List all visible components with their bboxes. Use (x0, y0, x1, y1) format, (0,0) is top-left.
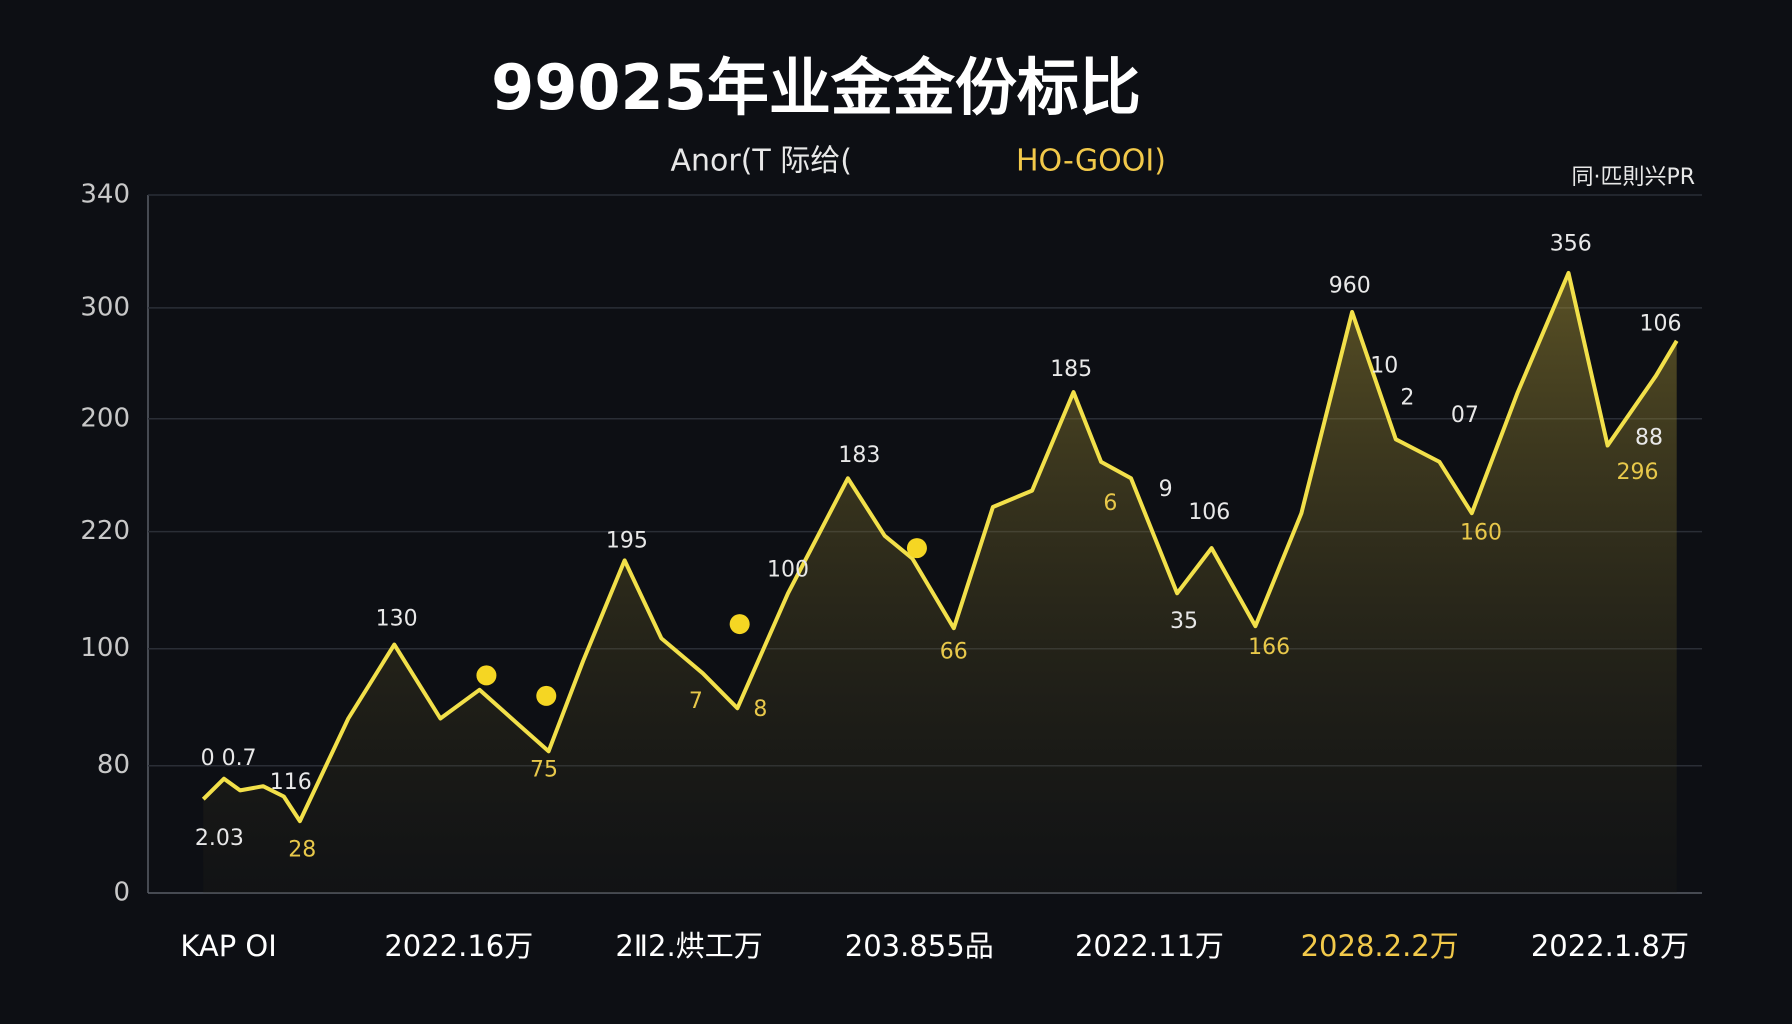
line (201, 271, 1679, 824)
annotation: 10 (1370, 354, 1398, 379)
highlight-dot (476, 665, 497, 686)
x-tick-label: 2022.11万 (1075, 929, 1224, 963)
highlight-dot (729, 614, 750, 635)
annotation: 100 (767, 557, 809, 582)
annotation: 106 (1188, 500, 1230, 525)
annotation: 106 (1640, 311, 1682, 336)
annotation: 130 (376, 607, 418, 632)
corner-note: 同·匹則兴PR (1571, 165, 1695, 190)
annotation: 2.03 (195, 826, 244, 851)
annotation: 2 (1400, 386, 1414, 411)
annotation: 960 (1329, 274, 1371, 299)
y-tick-label: 100 (80, 633, 130, 663)
annotation: 185 (1050, 357, 1092, 382)
annotation: 35 (1170, 609, 1198, 634)
y-tick-label: 200 (80, 403, 130, 433)
annotation: 07 (1451, 403, 1479, 428)
y-tick-label: 340 (80, 180, 130, 210)
y-tick-label: 80 (97, 750, 130, 780)
chart-title: 99025年业金金份标比 (491, 51, 1141, 124)
annotation: 66 (940, 640, 968, 665)
annotation: 166 (1248, 635, 1290, 660)
annotation: 6 (1103, 491, 1117, 516)
annotation: 0 0.7 (201, 746, 257, 771)
x-tick-label: 203.855品 (845, 929, 994, 963)
annotation: 28 (288, 838, 316, 863)
x-tick-label: KAP OI (180, 929, 276, 963)
annotation: 356 (1550, 231, 1592, 256)
annotation: 296 (1617, 460, 1659, 485)
y-tick-label: 0 (113, 878, 130, 908)
x-tick-label: 2Ⅱ2.烘工万 (615, 929, 762, 963)
highlight-dot (906, 538, 927, 559)
subtitle: Anor(T 际给( (671, 144, 853, 179)
subtitle-highlight: HO-GOOI) (1016, 144, 1166, 179)
y-tick-label: 220 (80, 516, 130, 546)
x-tick-label: 2022.1.8万 (1531, 929, 1689, 963)
annotation: 116 (270, 770, 312, 795)
y-tick-label: 300 (80, 292, 130, 322)
highlight-dot (536, 685, 557, 706)
x-tick-label: 2028.2.2万 (1301, 929, 1459, 963)
annotation: 8 (753, 697, 767, 722)
annotation: 88 (1635, 426, 1663, 451)
area (203, 273, 1677, 893)
annotation: 75 (530, 758, 558, 783)
x-tick-label: 2022.16万 (384, 929, 533, 963)
annotation: 160 (1460, 521, 1502, 546)
annotation: 9 (1159, 477, 1173, 502)
annotation: 183 (838, 443, 880, 468)
annotation: 195 (606, 529, 648, 554)
annotation: 7 (689, 689, 703, 714)
